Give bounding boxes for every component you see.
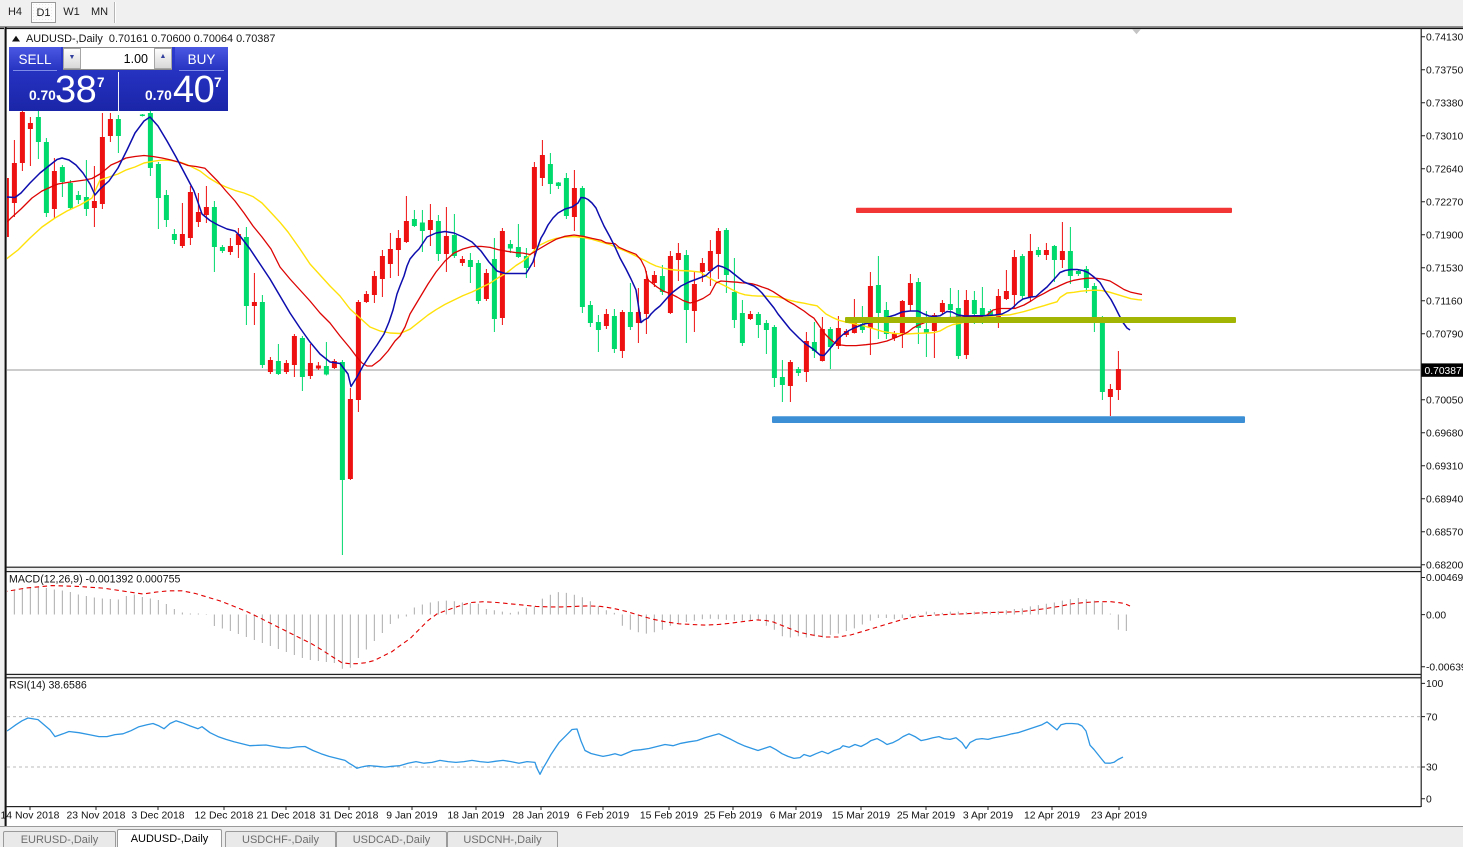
svg-text:0.73750: 0.73750 xyxy=(1426,66,1463,77)
svg-text:0.68940: 0.68940 xyxy=(1426,495,1463,506)
svg-text:0.71900: 0.71900 xyxy=(1426,231,1463,242)
svg-text:30: 30 xyxy=(1426,763,1438,774)
svg-text:0.69310: 0.69310 xyxy=(1426,462,1463,473)
svg-text:23 Nov 2018: 23 Nov 2018 xyxy=(67,811,126,822)
svg-text:23 Apr 2019: 23 Apr 2019 xyxy=(1091,811,1147,822)
svg-text:0.71160: 0.71160 xyxy=(1426,297,1463,308)
svg-text:21 Dec 2018: 21 Dec 2018 xyxy=(257,811,316,822)
svg-text:0.72640: 0.72640 xyxy=(1426,165,1463,176)
svg-text:18 Jan 2019: 18 Jan 2019 xyxy=(447,811,504,822)
svg-text:25 Mar 2019: 25 Mar 2019 xyxy=(897,811,956,822)
svg-text:0.004694: 0.004694 xyxy=(1426,573,1463,584)
svg-text:AUDUSD-,Daily 0.70161 0.70600: AUDUSD-,Daily 0.70161 0.70600 0.70064 0.… xyxy=(26,33,275,45)
svg-text:0.70050: 0.70050 xyxy=(1426,396,1463,407)
svg-text:0.74130: 0.74130 xyxy=(1426,33,1463,44)
svg-text:28 Jan 2019: 28 Jan 2019 xyxy=(512,811,569,822)
svg-text:0.68200: 0.68200 xyxy=(1426,561,1463,572)
svg-text:0.00: 0.00 xyxy=(1426,610,1446,621)
svg-text:0.73010: 0.73010 xyxy=(1426,132,1463,143)
svg-text:0.71530: 0.71530 xyxy=(1426,264,1463,275)
svg-text:9 Jan 2019: 9 Jan 2019 xyxy=(386,811,438,822)
svg-text:0.68570: 0.68570 xyxy=(1426,528,1463,539)
svg-text:3 Apr 2019: 3 Apr 2019 xyxy=(963,811,1013,822)
svg-text:70: 70 xyxy=(1426,712,1438,723)
svg-text:0.73380: 0.73380 xyxy=(1426,99,1463,110)
svg-text:0: 0 xyxy=(1426,795,1432,806)
svg-text:RSI(14) 38.6586: RSI(14) 38.6586 xyxy=(9,680,87,692)
svg-text:6 Feb 2019: 6 Feb 2019 xyxy=(577,811,630,822)
svg-text:31 Dec 2018: 31 Dec 2018 xyxy=(320,811,379,822)
svg-text:14 Nov 2018: 14 Nov 2018 xyxy=(1,811,60,822)
svg-text:12 Apr 2019: 12 Apr 2019 xyxy=(1024,811,1080,822)
svg-text:MACD(12,26,9) -0.001392 0.0007: MACD(12,26,9) -0.001392 0.000755 xyxy=(9,574,180,586)
svg-text:100: 100 xyxy=(1426,679,1443,690)
svg-text:0.72270: 0.72270 xyxy=(1426,198,1463,209)
svg-text:15 Mar 2019: 15 Mar 2019 xyxy=(832,811,891,822)
svg-text:0.69680: 0.69680 xyxy=(1426,429,1463,440)
svg-text:15 Feb 2019: 15 Feb 2019 xyxy=(640,811,699,822)
svg-text:25 Feb 2019: 25 Feb 2019 xyxy=(704,811,763,822)
svg-text:12 Dec 2018: 12 Dec 2018 xyxy=(195,811,254,822)
svg-text:6 Mar 2019: 6 Mar 2019 xyxy=(770,811,823,822)
svg-text:-0.00639: -0.00639 xyxy=(1426,662,1463,673)
svg-text:0.70387: 0.70387 xyxy=(1425,366,1462,377)
svg-text:0.70790: 0.70790 xyxy=(1426,330,1463,341)
svg-text:3 Dec 2018: 3 Dec 2018 xyxy=(131,811,184,822)
